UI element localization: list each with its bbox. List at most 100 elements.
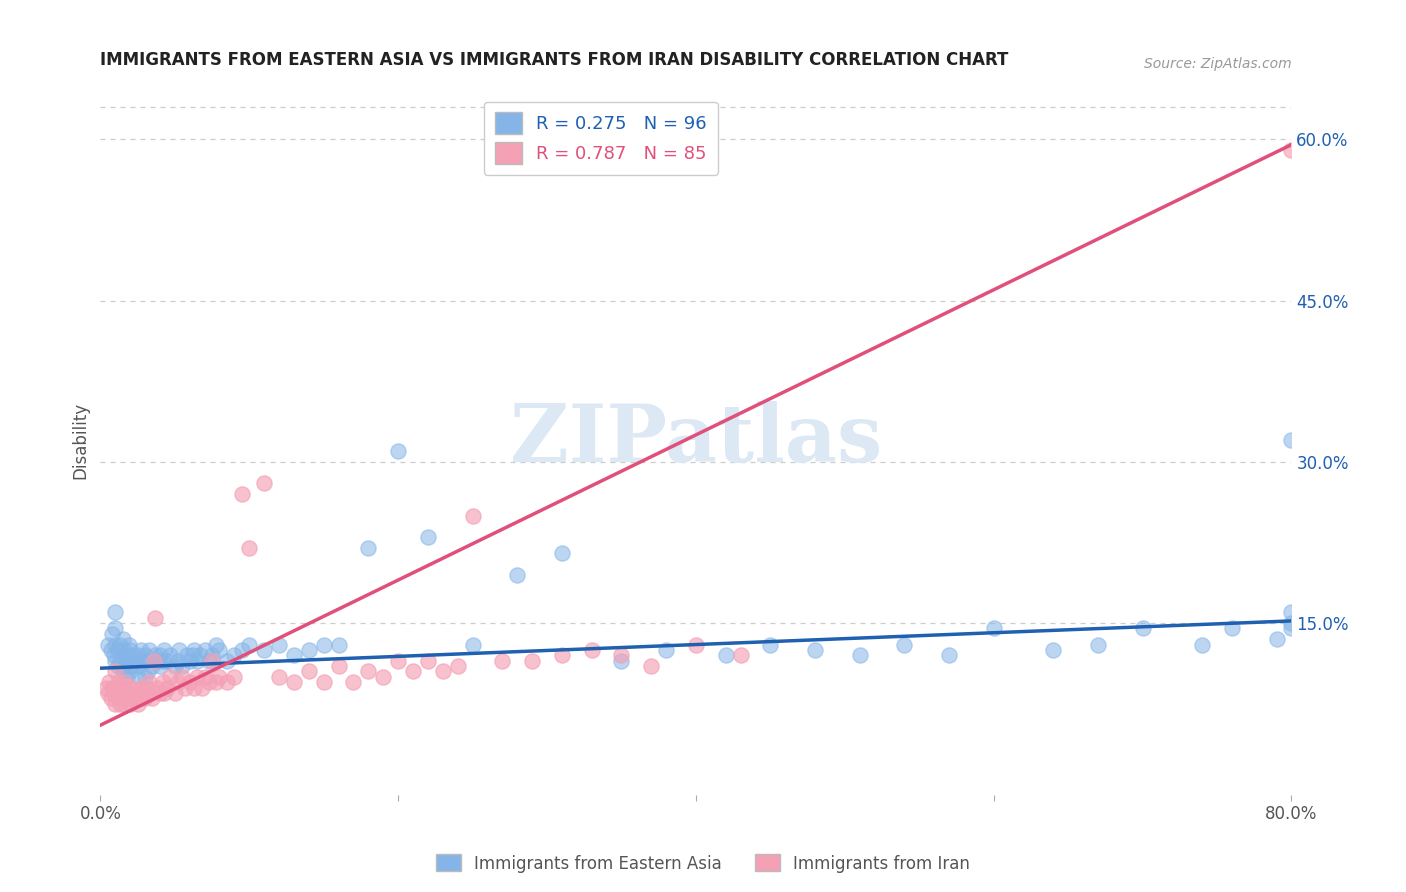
- Point: [142, 654, 165, 668]
- Text: IMMIGRANTS FROM EASTERN ASIA VS IMMIGRANTS FROM IRAN DISABILITY CORRELATION CHAR: IMMIGRANTS FROM EASTERN ASIA VS IMMIGRAN…: [100, 51, 1008, 69]
- Point: [141, 691, 163, 706]
- Point: [205, 675, 228, 690]
- Point: [551, 648, 574, 663]
- Point: [122, 648, 145, 663]
- Y-axis label: Disability: Disability: [72, 401, 89, 479]
- Point: [152, 675, 174, 690]
- Point: [730, 648, 752, 663]
- Point: [253, 643, 276, 657]
- Point: [224, 670, 246, 684]
- Point: [179, 675, 201, 690]
- Point: [108, 638, 131, 652]
- Point: [120, 643, 142, 657]
- Point: [114, 654, 136, 668]
- Point: [581, 643, 603, 657]
- Point: [208, 643, 231, 657]
- Point: [115, 648, 138, 663]
- Point: [387, 654, 409, 668]
- Point: [124, 654, 146, 668]
- Point: [152, 654, 174, 668]
- Point: [402, 665, 425, 679]
- Point: [136, 665, 159, 679]
- Point: [610, 648, 633, 663]
- Point: [107, 675, 129, 690]
- Point: [1281, 622, 1303, 636]
- Point: [120, 686, 142, 700]
- Point: [104, 697, 127, 711]
- Point: [159, 648, 181, 663]
- Point: [190, 681, 212, 695]
- Point: [110, 691, 132, 706]
- Point: [166, 675, 188, 690]
- Point: [120, 697, 142, 711]
- Point: [112, 675, 135, 690]
- Point: [181, 648, 204, 663]
- Point: [461, 508, 484, 523]
- Point: [146, 654, 169, 668]
- Point: [163, 686, 186, 700]
- Point: [104, 665, 127, 679]
- Point: [127, 648, 149, 663]
- Point: [97, 638, 120, 652]
- Point: [205, 638, 228, 652]
- Legend: R = 0.275   N = 96, R = 0.787   N = 85: R = 0.275 N = 96, R = 0.787 N = 85: [484, 102, 717, 175]
- Point: [135, 681, 157, 695]
- Point: [129, 643, 152, 657]
- Point: [127, 697, 149, 711]
- Point: [134, 648, 156, 663]
- Point: [104, 681, 127, 695]
- Point: [1281, 615, 1303, 630]
- Point: [111, 697, 134, 711]
- Point: [167, 643, 190, 657]
- Point: [153, 686, 176, 700]
- Point: [172, 659, 194, 673]
- Point: [136, 686, 159, 700]
- Point: [104, 605, 127, 619]
- Point: [231, 487, 253, 501]
- Point: [194, 670, 217, 684]
- Point: [120, 654, 142, 668]
- Point: [1132, 622, 1154, 636]
- Point: [100, 643, 122, 657]
- Point: [328, 638, 350, 652]
- Point: [103, 686, 125, 700]
- Point: [117, 638, 139, 652]
- Point: [640, 659, 662, 673]
- Point: [176, 648, 198, 663]
- Point: [198, 675, 221, 690]
- Point: [107, 659, 129, 673]
- Point: [1220, 622, 1243, 636]
- Point: [104, 622, 127, 636]
- Text: Source: ZipAtlas.com: Source: ZipAtlas.com: [1144, 57, 1292, 71]
- Point: [111, 681, 134, 695]
- Point: [111, 632, 134, 647]
- Point: [98, 675, 121, 690]
- Point: [357, 665, 380, 679]
- Point: [201, 648, 224, 663]
- Point: [804, 643, 827, 657]
- Point: [115, 670, 138, 684]
- Point: [183, 643, 205, 657]
- Point: [179, 654, 201, 668]
- Point: [145, 648, 167, 663]
- Point: [156, 654, 179, 668]
- Point: [124, 686, 146, 700]
- Point: [149, 659, 172, 673]
- Point: [238, 541, 260, 555]
- Point: [111, 665, 134, 679]
- Point: [848, 648, 870, 663]
- Point: [145, 610, 167, 624]
- Point: [1087, 638, 1109, 652]
- Point: [101, 681, 124, 695]
- Text: ZIPatlas: ZIPatlas: [510, 401, 882, 479]
- Point: [129, 681, 152, 695]
- Point: [983, 622, 1005, 636]
- Point: [506, 567, 529, 582]
- Point: [112, 643, 135, 657]
- Point: [432, 665, 454, 679]
- Point: [101, 627, 124, 641]
- Point: [96, 681, 118, 695]
- Point: [131, 654, 153, 668]
- Point: [127, 670, 149, 684]
- Point: [146, 681, 169, 695]
